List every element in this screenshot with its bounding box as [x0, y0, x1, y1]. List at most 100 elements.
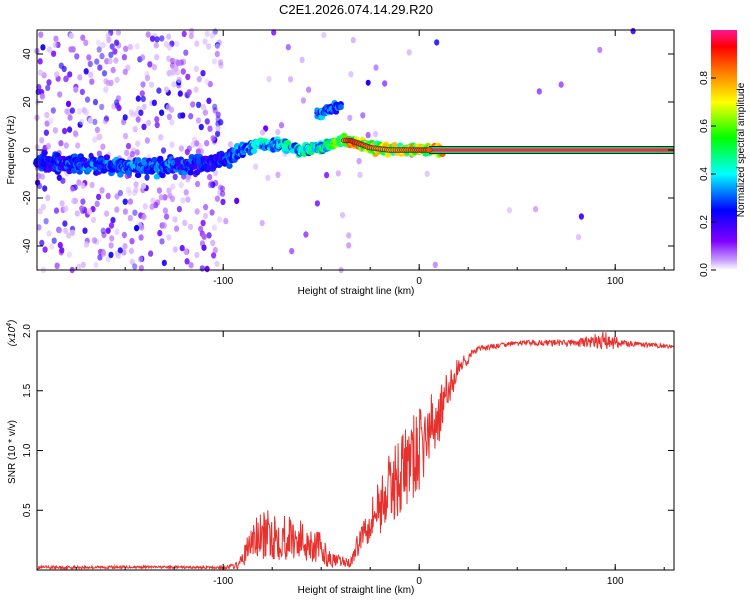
colorbar: 0.0 0.2 0.4 0.6 0.8 Normalized spectral ampl…: [699, 30, 747, 277]
heatmap-cell: [188, 113, 194, 120]
heatmap-cell: [91, 237, 98, 244]
heatmap-cell: [145, 31, 151, 38]
heatmap-cell: [45, 194, 51, 201]
colorbar-tick-label: 0.0: [699, 263, 710, 277]
heatmap-cell: [163, 86, 169, 93]
heatmap-cell: [74, 210, 80, 217]
heatmap-cell: [57, 241, 63, 249]
heatmap-cell: [357, 171, 363, 178]
heatmap-cell: [347, 114, 353, 122]
heatmap-cell: [108, 222, 115, 229]
heatmap-cell: [348, 71, 354, 78]
heatmap-cell: [110, 66, 116, 74]
heatmap-cell: [51, 50, 57, 57]
heatmap-cell: [43, 218, 49, 225]
heatmap-cell: [103, 86, 109, 93]
heatmap-cell: [92, 118, 98, 126]
heatmap-cell: [80, 182, 86, 189]
colorbar-label: Normalized spectral amplitude: [736, 82, 747, 217]
heatmap-cell: [46, 79, 52, 86]
heatmap-cell: [66, 251, 72, 258]
heatmap-cell: [180, 197, 186, 204]
heatmap-cell: [158, 134, 164, 141]
heatmap-cell: [278, 122, 285, 129]
heatmap-cell: [211, 58, 218, 65]
heatmap-cell: [70, 46, 76, 53]
heatmap-cell: [558, 81, 564, 88]
heatmap-cell: [207, 173, 213, 181]
heatmap-cell: [183, 49, 189, 56]
heatmap-cell: [206, 232, 212, 239]
colorbar-tick-label: 0.6: [699, 119, 710, 133]
heatmap-cell: [185, 176, 191, 183]
heatmap-cell: [187, 169, 194, 176]
heatmap-cell: [105, 192, 111, 200]
heatmap-cell: [96, 46, 102, 53]
heatmap-cell: [105, 79, 111, 87]
colorbar-tick-label: 0.2: [699, 215, 710, 229]
heatmap-cell: [149, 35, 156, 42]
heatmap-cell: [94, 126, 100, 133]
heatmap-cell: [153, 173, 161, 180]
heatmap-cell: [306, 86, 312, 93]
heatmap-cell: [159, 172, 166, 179]
heatmap-cell: [93, 261, 99, 269]
heatmap-cell: [38, 69, 44, 76]
heatmap-cell: [253, 163, 259, 170]
heatmap-cell: [183, 248, 189, 255]
heatmap-cell: [100, 143, 106, 150]
heatmap-cell: [163, 41, 170, 48]
y-scale-exponent: 4: [6, 323, 13, 327]
heatmap-cell: [300, 97, 306, 104]
heatmap-cell: [57, 91, 63, 98]
heatmap-cell: [135, 116, 141, 123]
heatmap-cell: [89, 78, 95, 85]
heatmap-cell: [424, 170, 430, 177]
heatmap-cell: [103, 154, 111, 161]
heatmap-cell: [207, 181, 213, 189]
heatmap-cell: [146, 119, 152, 127]
ridge-core: [429, 148, 674, 152]
heatmap-cell: [63, 227, 69, 234]
heatmap-cell: [144, 174, 150, 181]
heatmap-cell: [74, 53, 80, 60]
heatmap-cell: [39, 239, 45, 247]
heatmap-cell: [87, 60, 93, 68]
heatmap-cell: [271, 29, 277, 36]
heatmap-cell: [122, 208, 128, 215]
heatmap-cell: [181, 30, 187, 38]
heatmap-cell: [314, 200, 320, 207]
heatmap-cell: [122, 114, 128, 121]
heatmap-cell: [132, 263, 138, 270]
colorbar-tick-label: 0.4: [699, 167, 710, 181]
heatmap-cell: [201, 244, 207, 251]
heatmap-cell: [140, 81, 146, 88]
colorbar-tick-label: 0.8: [699, 71, 710, 85]
heatmap-cell: [140, 95, 146, 103]
heatmap-cell: [97, 64, 103, 71]
heatmap-cell: [260, 129, 266, 136]
heatmap-cell: [62, 127, 68, 135]
heatmap-cell: [199, 240, 205, 247]
heatmap-cell: [60, 177, 66, 184]
heatmap-cell: [578, 213, 585, 220]
svg-text:(x104): (x104): [6, 320, 18, 347]
heatmap-cell: [139, 90, 145, 97]
heatmap-cell: [107, 57, 113, 65]
colorbar-scale: [711, 30, 737, 270]
heatmap-cell: [129, 258, 135, 266]
heatmap-cell: [182, 219, 188, 227]
heatmap-cell: [201, 233, 207, 240]
heatmap-cell: [360, 112, 366, 119]
heatmap-cell: [50, 107, 56, 114]
heatmap-cell: [200, 103, 207, 111]
heatmap-cell: [340, 211, 346, 219]
snr-panel: -100 0 100 0.5 1.0 1.5 2.0 Height of straight …: [6, 320, 675, 596]
heatmap-cell: [150, 197, 156, 204]
heatmap-cell: [154, 116, 160, 123]
heatmap-cell: [100, 250, 107, 257]
heatmap-cell: [108, 51, 114, 58]
heatmap-cell: [37, 208, 43, 215]
heatmap-cell: [80, 198, 86, 205]
